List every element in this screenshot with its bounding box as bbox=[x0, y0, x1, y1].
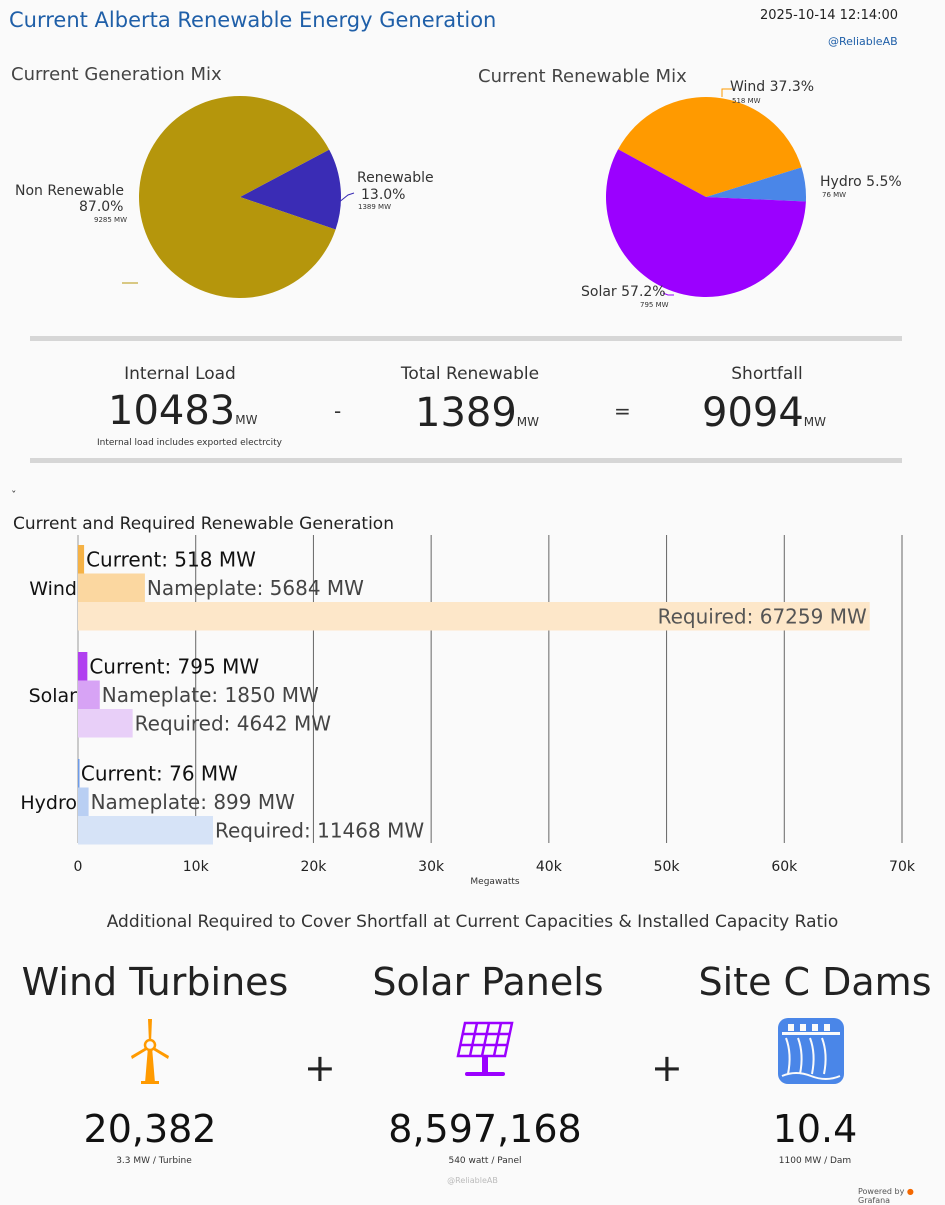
bar-hydro-current[interactable] bbox=[78, 759, 80, 788]
bar-hydro-required[interactable] bbox=[78, 816, 213, 845]
hydro-slice-mw: 76 MW bbox=[822, 191, 847, 199]
bar-solar-required[interactable] bbox=[78, 709, 133, 738]
additional-required-title: Additional Required to Cover Shortfall a… bbox=[106, 912, 839, 932]
bar-data-label: Required: 11468 MW bbox=[215, 818, 424, 842]
collapse-chevron-icon[interactable]: ˇ bbox=[11, 489, 17, 502]
shortfall-stat: 9094MW bbox=[702, 390, 826, 436]
renewable-mix-pie bbox=[606, 88, 807, 297]
renewable-mix-title: Current Renewable Mix bbox=[478, 66, 687, 87]
bar-wind-nameplate[interactable] bbox=[78, 573, 145, 603]
grafana-logo-icon: ● bbox=[906, 1187, 914, 1196]
bar-data-label: Nameplate: 1850 MW bbox=[102, 683, 319, 707]
hydro-slice[interactable] bbox=[706, 167, 807, 202]
divider-top bbox=[30, 336, 902, 341]
wind-slice-label: Wind 37.3% bbox=[730, 79, 815, 95]
plus-sign-1: + bbox=[304, 1046, 336, 1090]
non-renewable-label: Non Renewable bbox=[15, 183, 124, 199]
wind-turbines-label: Wind Turbines bbox=[21, 960, 289, 1004]
divider-bottom bbox=[30, 458, 902, 463]
solar-panels-note: 540 watt / Panel bbox=[448, 1156, 522, 1166]
plus-sign-2: + bbox=[651, 1046, 683, 1090]
non-renewable-slice[interactable] bbox=[139, 95, 336, 298]
bar-hydro-nameplate[interactable] bbox=[78, 787, 89, 817]
bar-wind-current[interactable] bbox=[78, 545, 85, 574]
bar-wind-required[interactable] bbox=[78, 602, 870, 631]
x-tick-label: 20k bbox=[300, 859, 327, 875]
site-c-dams-label: Site C Dams bbox=[698, 960, 932, 1004]
twitter-handle-link[interactable]: @ReliableAB bbox=[828, 35, 898, 48]
renewable-generation-chart-title: Current and Required Renewable Generatio… bbox=[13, 514, 394, 534]
generation-mix-pie bbox=[122, 95, 355, 298]
wind-slice-mw: 518 MW bbox=[732, 97, 761, 105]
category-label: Hydro bbox=[20, 792, 77, 814]
powered-by-grafana[interactable]: Powered by ● Grafana bbox=[858, 1187, 945, 1205]
renewable-label: Renewable bbox=[357, 170, 434, 186]
wind-turbines-note: 3.3 MW / Turbine bbox=[116, 1156, 192, 1166]
wind-turbines-value: 20,382 bbox=[83, 1107, 217, 1151]
solar-slice[interactable] bbox=[606, 149, 806, 297]
minus-sign: - bbox=[334, 399, 342, 423]
solar-panel-icon bbox=[456, 1021, 514, 1076]
x-tick-label: 30k bbox=[418, 859, 445, 875]
x-tick-label: 50k bbox=[654, 859, 681, 875]
wind-slice[interactable] bbox=[618, 96, 802, 197]
non-renewable-percent: 87.0% bbox=[79, 199, 124, 215]
bar-data-label: Current: 518 MW bbox=[86, 547, 256, 571]
bar-data-label: Nameplate: 899 MW bbox=[91, 790, 296, 814]
x-axis-label: Megawatts bbox=[470, 877, 520, 887]
bar-solar-nameplate[interactable] bbox=[78, 680, 100, 710]
internal-load-unit: MW bbox=[235, 413, 258, 427]
site-c-dams-value: 10.4 bbox=[772, 1107, 858, 1151]
x-tick-label: 0 bbox=[74, 859, 83, 875]
solar-panels-value: 8,597,168 bbox=[388, 1107, 582, 1151]
site-c-dams-note: 1100 MW / Dam bbox=[778, 1156, 852, 1166]
bar-data-label: Nameplate: 5684 MW bbox=[147, 576, 364, 600]
category-label: Wind bbox=[29, 578, 77, 600]
total-renewable-stat: 1389MW bbox=[415, 390, 539, 436]
x-tick-label: 70k bbox=[889, 859, 916, 875]
renewable-mw: 1389 MW bbox=[358, 203, 392, 211]
hydro-slice-label: Hydro 5.5% bbox=[820, 174, 902, 190]
shortfall-label: Shortfall bbox=[731, 364, 803, 384]
renewable-slice[interactable] bbox=[240, 149, 342, 230]
internal-load-label: Internal Load bbox=[124, 364, 236, 384]
solar-slice-label: Solar 57.2% bbox=[581, 284, 666, 300]
shortfall-value: 9094 bbox=[702, 390, 804, 436]
x-tick-label: 10k bbox=[183, 859, 210, 875]
total-renewable-unit: MW bbox=[516, 415, 540, 429]
bar-data-label: Current: 795 MW bbox=[89, 654, 259, 678]
bar-data-label: Required: 4642 MW bbox=[135, 711, 332, 735]
category-label: Solar bbox=[29, 685, 78, 707]
x-tick-label: 40k bbox=[536, 859, 563, 875]
bar-data-label: Required: 67259 MW bbox=[658, 604, 867, 628]
wind-turbine-icon bbox=[131, 1019, 169, 1084]
dashboard-title: Current Alberta Renewable Energy Generat… bbox=[9, 8, 497, 32]
equals-sign: = bbox=[614, 399, 631, 423]
shortfall-unit: MW bbox=[803, 415, 827, 429]
timestamp: 2025-10-14 12:14:00 bbox=[760, 8, 899, 23]
total-renewable-value: 1389 bbox=[415, 390, 517, 436]
x-tick-label: 60k bbox=[771, 859, 798, 875]
internal-load-value: 10483 bbox=[108, 388, 236, 434]
internal-load-note: Internal load includes exported electrci… bbox=[97, 438, 282, 448]
renewable-generation-bar-chart: 0 10k 20k 30k 40k 50k 60k 70k Wind Current: 518 M… bbox=[20, 535, 916, 875]
powered-by-text: Powered by bbox=[858, 1187, 905, 1196]
footer-handle: @ReliableAB bbox=[447, 1176, 498, 1185]
solar-slice-mw: 795 MW bbox=[640, 301, 669, 309]
bar-solar-current[interactable] bbox=[78, 652, 88, 681]
non-renewable-mw: 9285 MW bbox=[94, 216, 128, 224]
total-renewable-label: Total Renewable bbox=[400, 364, 540, 384]
dam-icon bbox=[778, 1018, 844, 1084]
grafana-brand: Grafana bbox=[858, 1196, 891, 1205]
bar-data-label: Current: 76 MW bbox=[81, 761, 238, 785]
internal-load-stat: 10483MW bbox=[108, 388, 257, 434]
renewable-percent: 13.0% bbox=[361, 187, 406, 203]
generation-mix-title: Current Generation Mix bbox=[11, 64, 222, 85]
solar-panels-label: Solar Panels bbox=[372, 960, 604, 1004]
